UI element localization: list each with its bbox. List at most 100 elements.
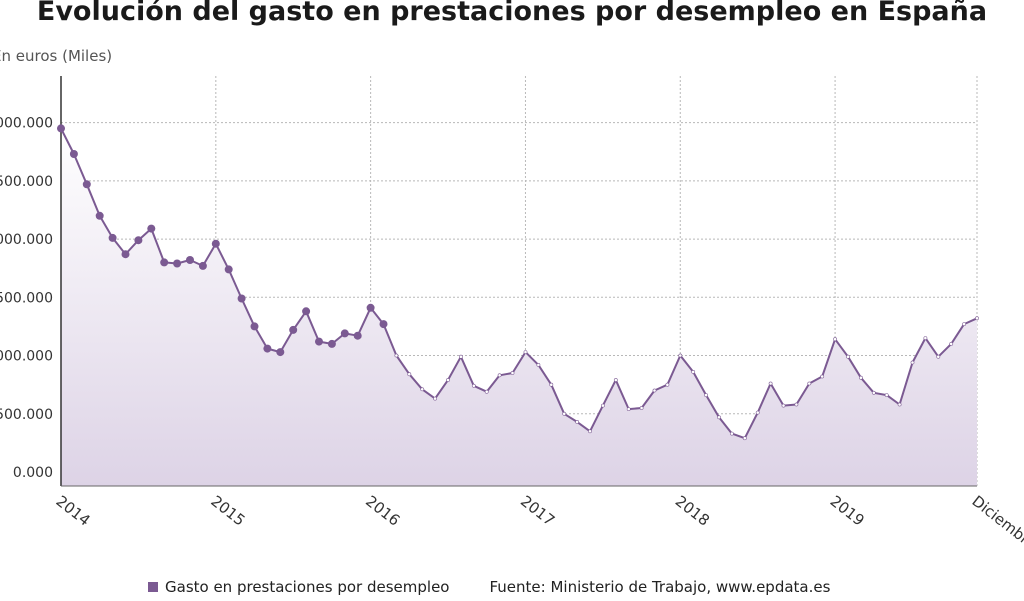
data-point xyxy=(121,250,130,259)
data-point xyxy=(975,316,979,321)
y-tick-label: 0.000 xyxy=(13,465,53,481)
x-tick-label: 2017 xyxy=(517,492,558,530)
y-tick-label: 2.000.000 xyxy=(0,232,53,248)
data-point xyxy=(147,224,156,233)
data-point xyxy=(884,393,889,398)
data-point xyxy=(846,354,850,359)
data-point xyxy=(962,322,967,327)
data-point xyxy=(82,180,91,189)
data-point xyxy=(588,429,592,434)
data-point xyxy=(302,307,311,316)
data-point xyxy=(613,378,618,382)
data-point xyxy=(820,374,825,379)
chart-title: Evolución del gasto en prestaciones por … xyxy=(36,0,988,27)
data-point xyxy=(678,353,683,358)
axes xyxy=(60,76,977,487)
data-point xyxy=(57,124,65,133)
data-point xyxy=(407,372,412,377)
data-point xyxy=(639,406,644,410)
data-point xyxy=(859,375,863,380)
data-point xyxy=(936,354,941,359)
data-point xyxy=(69,150,78,158)
legend: Gasto en prestaciones por desempleo Fuen… xyxy=(148,578,830,596)
data-point xyxy=(186,256,194,264)
y-tick-labels: 3.000.000 2.500.000 2.000.000 1.500.000 1.00… xyxy=(0,116,53,481)
data-point xyxy=(340,329,349,338)
data-point xyxy=(379,320,388,329)
data-point xyxy=(910,360,915,365)
y-axis-label: En euros (Miles) xyxy=(0,47,113,65)
data-point xyxy=(211,239,220,248)
data-point xyxy=(949,341,954,346)
data-point xyxy=(755,410,760,415)
data-point xyxy=(510,371,515,375)
series-area xyxy=(61,128,977,486)
data-point xyxy=(276,348,285,357)
data-point xyxy=(730,431,734,436)
y-tick-label: 1.000.000 xyxy=(0,349,53,365)
data-point xyxy=(923,336,928,341)
data-point xyxy=(95,211,104,220)
x-tick-label: Diciembre xyxy=(969,492,1024,553)
x-tick-label: 2015 xyxy=(207,492,248,530)
data-point xyxy=(768,381,773,386)
data-point xyxy=(549,382,554,387)
data-point xyxy=(704,393,709,398)
data-point xyxy=(601,403,605,408)
data-point xyxy=(224,265,233,274)
data-point xyxy=(497,373,502,378)
data-point xyxy=(626,407,631,412)
x-tick-labels: 2014 2015 2016 2017 2018 2019 Diciembre xyxy=(53,492,1024,553)
data-point xyxy=(160,258,169,267)
data-point xyxy=(315,337,323,346)
data-point xyxy=(833,337,838,342)
data-point xyxy=(250,322,259,331)
data-point xyxy=(327,339,336,348)
data-point xyxy=(523,350,528,355)
data-point xyxy=(691,369,696,374)
data-point xyxy=(198,261,207,270)
data-point xyxy=(742,436,747,441)
data-point xyxy=(575,419,580,424)
y-tick-label: 2.500.000 xyxy=(0,174,53,190)
data-point xyxy=(237,294,246,303)
data-point xyxy=(263,344,272,353)
legend-label: Gasto en prestaciones por desempleo xyxy=(165,578,450,596)
data-point xyxy=(807,381,812,386)
data-point xyxy=(562,411,567,416)
data-point xyxy=(289,325,298,334)
data-point xyxy=(394,353,399,358)
data-point xyxy=(353,331,362,340)
x-tick-label: 2019 xyxy=(827,492,868,530)
y-tick-label: 3.000.000 xyxy=(0,116,53,132)
series-line xyxy=(60,127,978,440)
data-point xyxy=(458,354,463,359)
data-point xyxy=(366,303,375,312)
source-note: Fuente: Ministerio de Trabajo, www.epdat… xyxy=(489,578,831,596)
data-point xyxy=(897,402,902,407)
data-point xyxy=(173,259,182,268)
data-point xyxy=(665,382,670,387)
data-point xyxy=(433,396,438,401)
data-point xyxy=(717,415,721,420)
data-point xyxy=(134,236,143,245)
legend-swatch xyxy=(148,582,158,592)
data-point xyxy=(652,388,657,393)
data-point xyxy=(420,387,425,392)
data-points xyxy=(57,124,979,441)
series-polyline xyxy=(60,127,978,440)
x-tick-label: 2014 xyxy=(53,492,94,530)
x-tick-label: 2018 xyxy=(672,492,713,530)
data-point xyxy=(794,402,799,407)
x-tick-label: 2016 xyxy=(362,492,403,530)
data-point xyxy=(536,362,541,367)
area-fill xyxy=(61,128,977,486)
y-tick-label: 1.500.000 xyxy=(0,290,53,306)
data-point xyxy=(781,403,786,408)
y-tick-label: 500.000 xyxy=(0,407,53,423)
data-point xyxy=(871,390,876,395)
data-point xyxy=(446,378,450,382)
data-point xyxy=(471,383,476,388)
data-point xyxy=(108,233,117,242)
